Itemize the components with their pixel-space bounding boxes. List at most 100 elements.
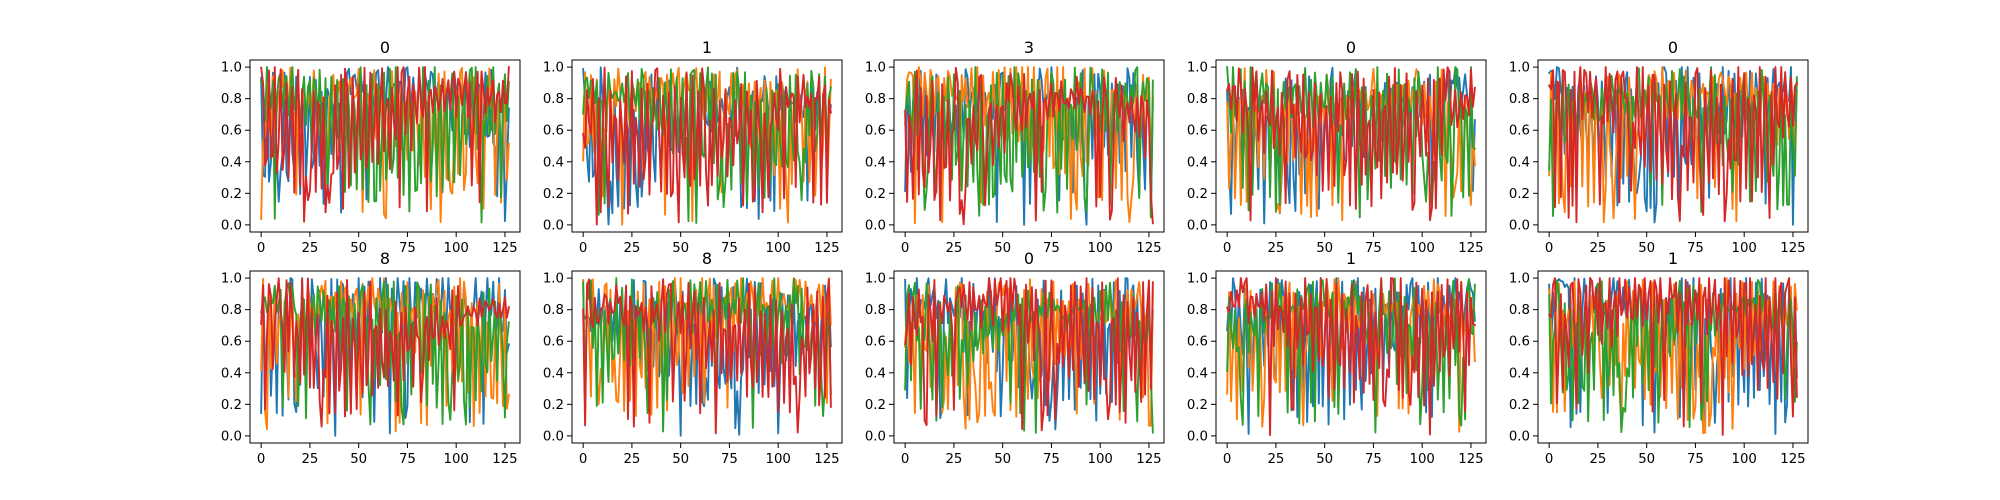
x-tick-label: 0	[1545, 241, 1553, 256]
y-tick-label: 0.8	[543, 92, 564, 107]
y-tick-label: 0.2	[1509, 398, 1530, 413]
y-tick-label: 1.0	[1509, 61, 1530, 76]
subplot-title: 0	[1346, 38, 1356, 57]
axes-frame	[1215, 270, 1487, 444]
y-tick-label: 0.0	[865, 218, 886, 233]
x-tick-label: 0	[257, 452, 265, 467]
x-tick-label: 0	[1223, 241, 1231, 256]
y-tick-label: 0.8	[1509, 303, 1530, 318]
series-line-3	[582, 66, 832, 226]
x-tick-label: 75	[1687, 241, 1704, 256]
x-tick-label: 50	[1638, 241, 1655, 256]
x-tick-label: 25	[1267, 241, 1284, 256]
y-tick-label: 0.6	[543, 335, 564, 350]
x-tick-label: 0	[257, 241, 265, 256]
x-tick-label: 25	[301, 452, 318, 467]
subplot-title: 8	[380, 249, 390, 268]
y-tick-label: 1.0	[865, 61, 886, 76]
y-tick-label: 0.8	[1509, 92, 1530, 107]
x-tick-label: 100	[1731, 452, 1756, 467]
y-tick-label: 0.4	[543, 155, 564, 170]
y-tick-label: 0.6	[865, 124, 886, 139]
x-tick-label: 25	[945, 241, 962, 256]
y-tick-label: 0.8	[543, 303, 564, 318]
y-tick-label: 1.0	[543, 61, 564, 76]
x-tick-label: 75	[399, 452, 416, 467]
x-tick-label: 25	[1267, 452, 1284, 467]
series-line-3	[904, 277, 1154, 432]
x-tick-label: 25	[623, 241, 640, 256]
x-tick-label: 0	[1223, 452, 1231, 467]
y-tick-label: 0.0	[221, 218, 242, 233]
series-line-2	[582, 277, 832, 433]
subplot-8: 0 25 50 75 100 125 0.0 0.2 0.4 0.6 0.8 1.0 1	[1187, 249, 1487, 467]
x-tick-label: 50	[994, 452, 1011, 467]
y-tick-label: 0.0	[1187, 218, 1208, 233]
x-tick-label: 125	[1780, 452, 1805, 467]
subplot-6: 0 25 50 75 100 125 0.0 0.2 0.4 0.6 0.8 1.0 8	[543, 249, 843, 467]
series-line-3	[1547, 277, 1798, 436]
axes-frame	[571, 270, 843, 444]
y-tick-label: 0.0	[1509, 429, 1530, 444]
axes-frame	[893, 59, 1165, 233]
y-tick-label: 0.6	[1187, 335, 1208, 350]
y-tick-label: 0.4	[221, 155, 242, 170]
x-tick-label: 0	[1545, 452, 1553, 467]
axes-frame	[1537, 270, 1809, 444]
series-line-2	[582, 66, 832, 224]
x-tick-label: 50	[350, 452, 367, 467]
subplot-title: 1	[1346, 249, 1356, 268]
subplot-3: 0 25 50 75 100 125 0.0 0.2 0.4 0.6 0.8 1.0 0	[1187, 38, 1487, 256]
axes-frame	[1537, 59, 1809, 233]
y-tick-label: 0.0	[543, 429, 564, 444]
y-tick-label: 0.4	[221, 366, 242, 381]
x-tick-label: 50	[672, 241, 689, 256]
y-tick-label: 0.4	[865, 366, 886, 381]
y-tick-label: 0.8	[1187, 92, 1208, 107]
y-tick-label: 0.2	[1187, 398, 1208, 413]
axes-frame	[571, 59, 843, 233]
x-tick-label: 50	[1638, 452, 1655, 467]
x-tick-label: 50	[1316, 452, 1333, 467]
x-tick-label: 25	[1589, 241, 1606, 256]
x-tick-label: 75	[1687, 452, 1704, 467]
x-tick-label: 0	[579, 241, 587, 256]
subplot-title: 0	[1024, 249, 1034, 268]
y-tick-label: 0.6	[1509, 124, 1530, 139]
x-tick-label: 100	[1087, 241, 1112, 256]
x-tick-label: 100	[765, 452, 790, 467]
y-tick-label: 0.6	[543, 124, 564, 139]
x-tick-label: 75	[1043, 452, 1060, 467]
subplot-title: 0	[1668, 38, 1678, 57]
x-tick-label: 125	[814, 241, 839, 256]
y-tick-label: 0.8	[865, 303, 886, 318]
y-tick-label: 0.2	[543, 398, 564, 413]
x-tick-label: 75	[721, 241, 738, 256]
x-tick-label: 75	[1365, 452, 1382, 467]
x-tick-label: 75	[399, 241, 416, 256]
x-tick-label: 100	[765, 241, 790, 256]
y-tick-label: 0.0	[1187, 429, 1208, 444]
x-tick-label: 0	[901, 241, 909, 256]
y-tick-label: 1.0	[221, 61, 242, 76]
axes-frame	[1215, 59, 1487, 233]
y-tick-label: 1.0	[1187, 61, 1208, 76]
subplot-title: 3	[1024, 38, 1034, 57]
y-tick-label: 0.6	[865, 335, 886, 350]
axes-frame	[249, 270, 521, 444]
subplot-title: 1	[1668, 249, 1678, 268]
series-line-3	[260, 277, 510, 428]
x-tick-label: 0	[901, 452, 909, 467]
x-tick-label: 75	[1365, 241, 1382, 256]
axes-frame	[893, 270, 1165, 444]
x-tick-label: 50	[1316, 241, 1333, 256]
y-tick-label: 1.0	[543, 272, 564, 287]
x-tick-label: 25	[1589, 452, 1606, 467]
y-tick-label: 0.0	[865, 429, 886, 444]
x-tick-label: 100	[1409, 452, 1434, 467]
y-tick-label: 0.4	[865, 155, 886, 170]
x-tick-label: 100	[1409, 241, 1434, 256]
series-line-3	[904, 66, 1154, 226]
x-tick-label: 75	[1043, 241, 1060, 256]
